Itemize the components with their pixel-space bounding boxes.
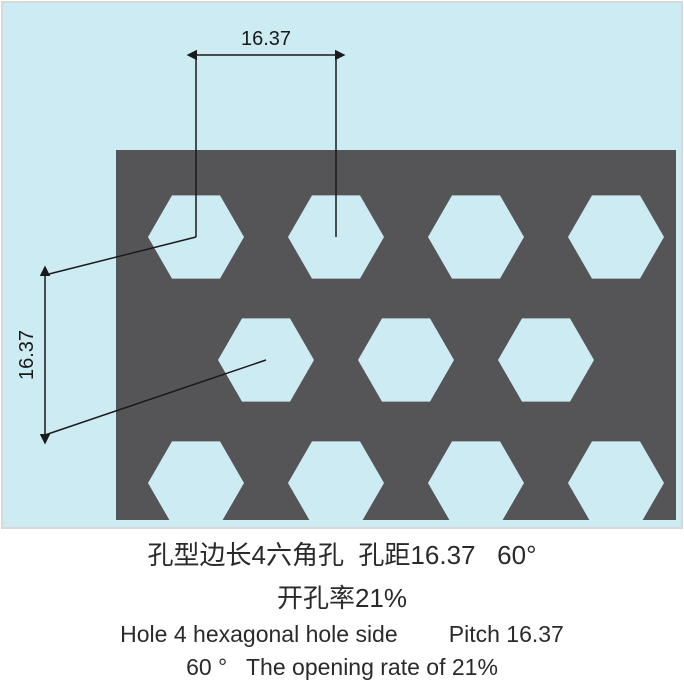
caption-area: 孔型边长4六角孔 孔距16.37 60° 开孔率21% Hole 4 hexag… bbox=[0, 535, 684, 681]
caption-cn-2: 开孔率21% bbox=[0, 578, 684, 615]
perforation-diagram: 16.37 16.37 bbox=[0, 0, 684, 530]
caption-cn-1: 孔型边长4六角孔 孔距16.37 60° bbox=[0, 535, 684, 572]
caption-en-1: Hole 4 hexagonal hole side Pitch 16.37 bbox=[0, 621, 684, 648]
diagram-area: 16.37 16.37 bbox=[0, 0, 684, 530]
dim-top-value: 16.37 bbox=[241, 28, 291, 50]
dim-left-value: 16.37 bbox=[16, 330, 38, 380]
